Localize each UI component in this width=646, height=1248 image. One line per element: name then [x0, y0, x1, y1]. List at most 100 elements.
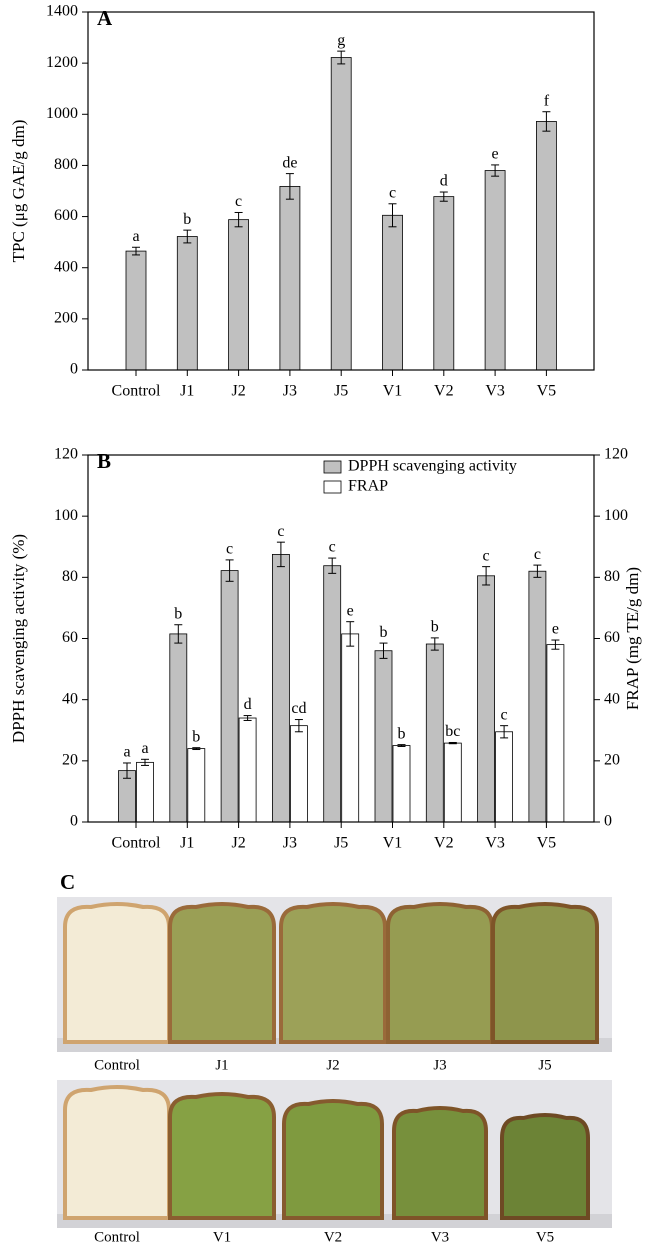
bar: [176, 236, 198, 371]
y-tick-label: 1200: [46, 54, 78, 71]
bread-slice: [500, 1113, 590, 1220]
photo-label: V5: [536, 1229, 554, 1245]
significance-letter: b: [174, 605, 182, 622]
error-bar: [285, 173, 294, 200]
y-tick-label: 40: [62, 690, 78, 707]
y-tick-label: 400: [54, 258, 78, 275]
error-bar: [533, 564, 542, 578]
y2-axis-title: FRAP (mg TE/g dm): [623, 567, 642, 710]
photo-label: Control: [94, 1229, 140, 1245]
x-tick-label: V1: [383, 383, 403, 400]
x-tick-label: Control: [112, 383, 161, 400]
bar: [382, 214, 403, 371]
y-tick-label: 80: [62, 568, 78, 585]
bar: [477, 575, 496, 823]
bar: [443, 742, 462, 823]
bread-slice: [168, 902, 276, 1044]
x-tick-label: J3: [283, 383, 297, 400]
x-tick-label: V2: [434, 835, 454, 852]
y2-tick-label: 100: [604, 507, 628, 524]
bar: [433, 196, 455, 371]
bread-slice: [282, 1099, 384, 1220]
significance-letter: c: [501, 706, 508, 723]
plot-frame: [87, 454, 595, 823]
x-tick-label: V2: [434, 383, 454, 400]
panel-label: C: [60, 870, 75, 894]
error-bar: [174, 624, 183, 644]
error-bar: [500, 725, 509, 739]
y2-tick-label: 20: [604, 752, 620, 769]
significance-letter: c: [534, 546, 541, 563]
significance-letter: e: [347, 602, 354, 619]
y-tick-label: 600: [54, 207, 78, 224]
y2-tick-label: 120: [604, 446, 628, 463]
significance-letter: c: [329, 539, 336, 556]
error-bar: [491, 164, 500, 177]
error-bar: [430, 637, 439, 651]
photo-label: J3: [433, 1057, 446, 1073]
y-tick-label: 120: [54, 446, 78, 463]
bar: [330, 57, 352, 371]
significance-letter: c: [389, 184, 396, 201]
error-bar: [141, 758, 149, 766]
x-tick-label: J5: [334, 835, 348, 852]
bar: [271, 553, 290, 823]
x-tick-label: J1: [180, 383, 194, 400]
y-tick-label: 1000: [46, 105, 78, 122]
significance-letter: a: [123, 744, 130, 761]
x-tick-label: J2: [231, 383, 245, 400]
significance-letter: d: [244, 696, 252, 713]
bar: [136, 761, 154, 823]
error-bar: [551, 639, 560, 650]
bar: [279, 185, 301, 371]
panel-label: A: [97, 6, 113, 30]
significance-letter: cd: [291, 700, 306, 717]
bar: [125, 250, 147, 371]
error-bar: [132, 246, 140, 256]
significance-letter: e: [552, 621, 559, 638]
legend-swatch: [323, 460, 342, 474]
y2-tick-label: 60: [604, 629, 620, 646]
y-tick-label: 60: [62, 629, 78, 646]
error-bar: [346, 621, 355, 647]
y-tick-label: 20: [62, 752, 78, 769]
significance-letter: b: [398, 725, 406, 742]
significance-letter: bc: [445, 723, 460, 740]
legend-label: FRAP: [348, 478, 388, 495]
bar: [220, 570, 239, 823]
error-bar: [276, 541, 285, 568]
bar: [425, 643, 444, 823]
x-tick-label: V1: [383, 835, 403, 852]
bread-slice: [392, 1106, 488, 1220]
y2-tick-label: 40: [604, 690, 620, 707]
y2-tick-label: 0: [604, 813, 612, 830]
significance-letter: b: [192, 728, 200, 745]
significance-letter: de: [282, 154, 297, 171]
significance-letter: c: [235, 193, 242, 210]
error-bar: [388, 203, 397, 228]
x-tick-label: Control: [112, 835, 161, 852]
significance-letter: g: [337, 32, 345, 49]
photo-label: V1: [213, 1229, 231, 1245]
y-axis-title: TPC (μg GAE/g dm): [9, 120, 28, 263]
y-tick-label: 1400: [46, 3, 78, 20]
error-bar: [542, 111, 551, 132]
significance-letter: a: [141, 740, 148, 757]
bar: [341, 633, 360, 823]
error-bar: [192, 747, 201, 751]
bar: [484, 170, 506, 371]
error-bar: [448, 741, 457, 745]
photo-label: V3: [431, 1229, 449, 1245]
error-bar: [234, 211, 243, 228]
y2-tick-label: 80: [604, 568, 620, 585]
bread-slice: [168, 1092, 276, 1220]
bread-slice: [63, 1085, 171, 1220]
photo-label: J1: [215, 1057, 228, 1073]
significance-letter: a: [132, 228, 139, 245]
error-bar: [439, 191, 448, 202]
error-bar: [225, 559, 234, 582]
x-tick-label: V5: [537, 383, 557, 400]
significance-letter: f: [544, 92, 550, 109]
x-tick-label: V3: [485, 835, 505, 852]
bar: [495, 731, 514, 823]
